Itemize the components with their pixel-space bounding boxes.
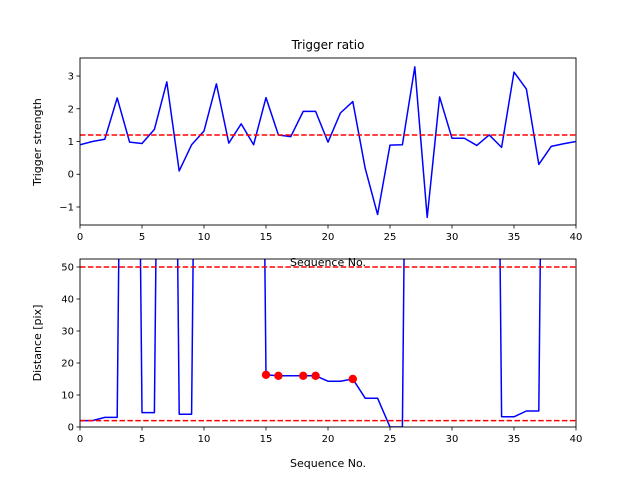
y-tick-label: 3	[68, 72, 74, 83]
plot-area	[80, 259, 576, 427]
x-axis-label: Sequence No.	[290, 457, 366, 470]
x-tick-label: 0	[77, 434, 83, 445]
y-tick-label: 0	[68, 170, 74, 181]
x-tick-label: 30	[446, 232, 459, 243]
chart-title: Trigger ratio	[291, 38, 365, 52]
data-marker-1	[274, 371, 283, 380]
x-tick-label: 5	[139, 232, 145, 243]
y-tick-label: 1	[68, 137, 74, 148]
series-line-0	[80, 259, 542, 427]
y-tick-label: 0	[68, 423, 74, 434]
x-tick-label: 40	[570, 232, 583, 243]
series-line-0	[80, 66, 576, 219]
x-tick-label: 10	[198, 232, 211, 243]
x-tick-label: 35	[508, 232, 521, 243]
x-tick-label: 30	[446, 434, 459, 445]
x-tick-label: 15	[260, 232, 273, 243]
y-axis-label: Trigger strength	[31, 98, 44, 187]
plot-area	[80, 66, 576, 219]
x-tick-label: 25	[384, 232, 397, 243]
x-tick-label: 20	[322, 232, 335, 243]
data-marker-2	[299, 371, 308, 380]
x-tick-label: 10	[198, 434, 211, 445]
x-tick-label: 5	[139, 434, 145, 445]
y-tick-label: 2	[68, 104, 74, 115]
y-axis-label: Distance [pix]	[31, 305, 44, 382]
x-tick-label: 40	[570, 434, 583, 445]
distance-panel: Distance [pix] Sequence No. 0 5 10 15 20 25 30…	[31, 258, 583, 470]
y-tick-label: 50	[61, 263, 74, 274]
x-tick-label: 35	[508, 434, 521, 445]
data-marker-0	[261, 370, 271, 380]
trigger-ratio-panel: Trigger ratio Trigger strength Sequence …	[31, 38, 582, 269]
y-tick-label: −1	[59, 202, 74, 213]
y-tick-label: 20	[61, 359, 74, 370]
y-tick-label: 10	[61, 391, 74, 402]
x-tick-label: 25	[384, 434, 397, 445]
y-tick-label: 40	[61, 295, 74, 306]
data-marker-3	[311, 371, 320, 380]
x-tick-label: 20	[322, 434, 335, 445]
x-tick-label: 15	[260, 434, 273, 445]
y-tick-label: 30	[61, 327, 74, 338]
x-tick-label: 0	[77, 232, 83, 243]
data-marker-4	[348, 374, 357, 384]
